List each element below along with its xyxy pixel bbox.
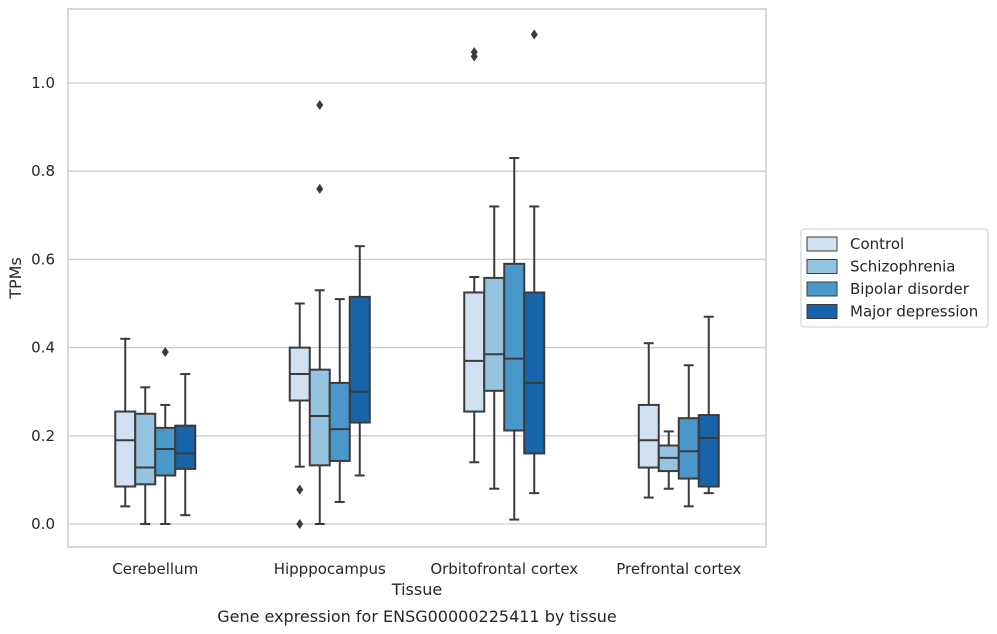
legend-swatch [806, 304, 838, 319]
box-iqr [348, 295, 371, 424]
box-iqr [463, 291, 486, 413]
x-tick-label: Hipppocampus [274, 560, 386, 578]
legend-label: Schizophrenia [850, 258, 955, 276]
legend: Control Schizophrenia Bipolar disorder Majo… [800, 228, 989, 328]
box-1-3 [657, 430, 680, 490]
outlier-point [530, 29, 538, 40]
outlier-point [316, 100, 324, 111]
box-1-0 [134, 386, 157, 525]
x-tick-labels: Cerebellum Hipppocampus Orbitofrontal cort… [112, 560, 741, 578]
outlier-point [296, 484, 304, 495]
box-iqr [154, 426, 177, 477]
box-0-3 [637, 342, 660, 499]
plot-frame [67, 8, 767, 548]
legend-label: Major depression [850, 303, 978, 321]
outlier-point [296, 519, 304, 529]
box-iqr [523, 291, 546, 455]
box-1-1 [308, 100, 331, 525]
x-axis-label: Tissue [391, 580, 442, 599]
box-iqr [637, 403, 660, 469]
box-3-0 [174, 373, 197, 517]
box-2-1 [328, 298, 351, 503]
box-iqr [114, 410, 137, 488]
box-iqr [174, 424, 197, 470]
legend-swatch [806, 236, 838, 252]
legend-frame [800, 228, 989, 328]
box-2-3 [677, 364, 700, 508]
box-3-1 [348, 245, 371, 477]
outlier-point [470, 51, 478, 62]
y-tick-label: 0.2 [31, 427, 55, 445]
legend-label: Bipolar disorder [850, 280, 970, 298]
legend-label: Control [850, 235, 904, 253]
x-tick-label: Prefrontal cortex [616, 560, 741, 578]
box-iqr [697, 414, 720, 488]
legend-swatch [806, 259, 838, 274]
chart-caption: Gene expression for ENSG00000225411 by t… [217, 607, 617, 626]
box-iqr [677, 417, 700, 480]
y-tick-label: 0.4 [31, 339, 55, 357]
box-0-1 [288, 302, 311, 529]
x-tick-label: Orbitofrontal cortex [430, 560, 578, 578]
box-2-0 [154, 347, 177, 525]
y-axis-label: TPMs [6, 257, 25, 300]
y-tick-label: 0.6 [31, 250, 55, 268]
y-tick-label: 0.8 [31, 162, 55, 180]
box-plots [114, 29, 720, 529]
legend-swatch [806, 281, 838, 297]
box-3-3 [697, 315, 720, 495]
x-tick-label: Cerebellum [112, 560, 198, 578]
box-iqr [503, 262, 526, 432]
outlier-point [161, 347, 169, 358]
outlier-point [316, 183, 324, 194]
box-iqr [328, 381, 351, 462]
box-iqr [483, 276, 506, 392]
box-2-2 [503, 156, 526, 521]
y-tick-labels: 0.0 0.2 0.4 0.6 0.8 1.0 [31, 74, 55, 533]
box-iqr [134, 412, 157, 486]
box-iqr [308, 368, 331, 467]
box-1-2 [483, 205, 506, 490]
box-0-2 [463, 47, 486, 464]
y-tick-label: 0.0 [31, 515, 55, 533]
y-tick-label: 1.0 [31, 74, 55, 92]
box-3-2 [523, 29, 546, 495]
box-0-0 [114, 337, 137, 508]
